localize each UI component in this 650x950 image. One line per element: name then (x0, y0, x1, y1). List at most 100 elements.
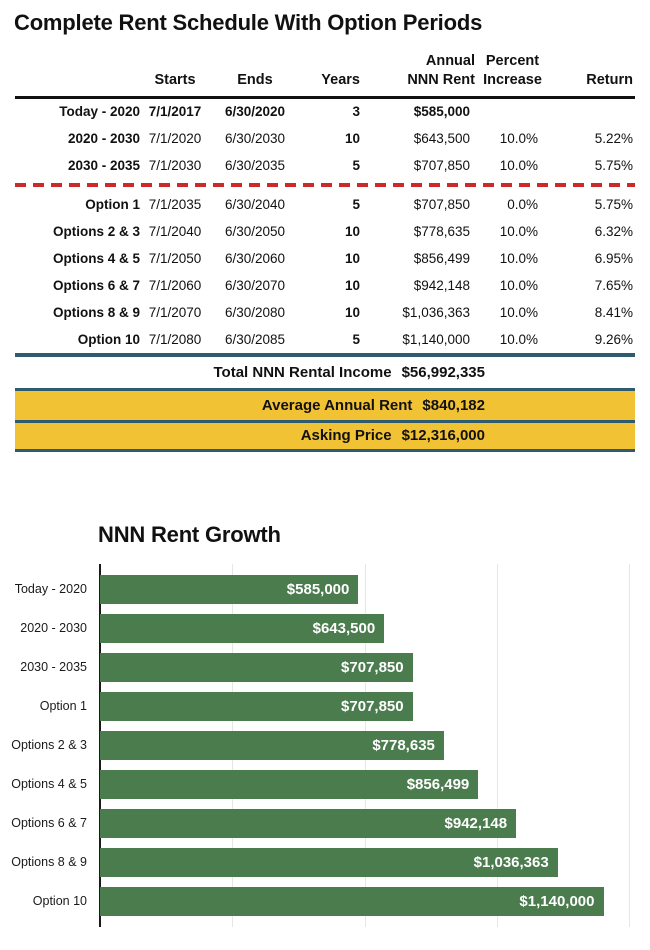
chart-row: Options 8 & 9 $1,036,363 (0, 843, 630, 882)
category-label: Options 8 & 9 (11, 855, 87, 869)
gridline (496, 563, 498, 927)
table-row: Option 1 7/1/2035 6/30/2040 5 $707,850 0.0% 5.… (15, 191, 635, 218)
cell-period: Today - 2020 (59, 104, 140, 120)
cell-starts: 7/1/2060 (148, 277, 202, 293)
cell-years: 10 (344, 277, 360, 293)
category-label: 2020 - 2030 (20, 621, 87, 635)
cell-years: 10 (344, 304, 360, 320)
table-row: 2020 - 2030 7/1/2020 6/30/2030 10 $643,500 10… (15, 125, 635, 152)
cell-period: Option 1 (85, 196, 140, 212)
bar-area: $585,000 (100, 574, 630, 604)
cell-period: 2020 - 2030 (67, 130, 140, 146)
cell-rent: $707,850 (413, 196, 470, 212)
cell-rent: $585,000 (413, 104, 470, 120)
cell-starts: 7/1/2080 (148, 331, 202, 347)
total-label: Total NNN Rental Income (213, 363, 392, 381)
cell-period: Options 8 & 9 (52, 304, 140, 320)
header-years: Years (321, 72, 360, 88)
cell-pct (475, 98, 550, 125)
bar-area: $942,148 (100, 808, 630, 838)
option-divider-dashed-line (15, 182, 635, 187)
cell-starts: 7/1/2040 (148, 223, 202, 239)
bar: $942,148 (100, 808, 517, 838)
cell-ret: 5.75% (594, 157, 633, 173)
cell-ends: 6/30/2040 (224, 196, 286, 212)
cell-pct: 10.0% (499, 250, 538, 266)
bar-area: $707,850 (100, 691, 630, 721)
highlight-bands: Average Annual Rent $840,182 Asking Pric… (15, 387, 635, 452)
cell-rent: $707,850 (413, 157, 470, 173)
chart-row: 2030 - 2035 $707,850 (0, 648, 630, 687)
cell-ends: 6/30/2030 (224, 130, 286, 146)
cell-ends: 6/30/2060 (224, 250, 286, 266)
cell-rent: $1,036,363 (402, 304, 470, 320)
bar: $1,140,000 (100, 886, 604, 916)
header-percent-increase: Percent Increase (483, 53, 542, 88)
header-period (15, 50, 140, 98)
cell-pct: 10.0% (499, 304, 538, 320)
bar: $707,850 (100, 691, 413, 721)
chart-row: Option 1 $707,850 (0, 687, 630, 726)
bar-area: $778,635 (100, 730, 630, 760)
cell-period: Options 2 & 3 (52, 223, 140, 239)
bar: $778,635 (100, 730, 444, 760)
cell-years: 10 (344, 130, 360, 146)
chart-title: NNN Rent Growth (98, 521, 281, 547)
bar-area: $707,850 (100, 652, 630, 682)
bar-value-label: $778,635 (372, 736, 435, 754)
cell-ret: 6.95% (594, 250, 633, 266)
category-label: Options 4 & 5 (11, 777, 87, 791)
bar: $643,500 (100, 613, 385, 643)
chart-row: Options 4 & 5 $856,499 (0, 765, 630, 804)
table-row: Today - 2020 7/1/2017 6/30/2020 3 $585,000 (15, 98, 635, 125)
gridline (629, 563, 630, 927)
average-value: $840,182 (422, 396, 485, 414)
cell-years: 10 (344, 250, 360, 266)
category-label: Today - 2020 (14, 582, 87, 596)
category-label: Options 2 & 3 (11, 738, 87, 752)
cell-period: Option 10 (77, 331, 140, 347)
chart-row: Options 6 & 7 $942,148 (0, 804, 630, 843)
header-ends: Ends (237, 72, 273, 88)
category-label: 2030 - 2035 (20, 660, 87, 674)
bar-value-label: $707,850 (341, 658, 404, 676)
cell-years: 5 (352, 196, 360, 212)
cell-period: Options 4 & 5 (52, 250, 140, 266)
cell-pct: 10.0% (499, 223, 538, 239)
report-page: Complete Rent Schedule With Option Perio… (0, 8, 650, 927)
page-title: Complete Rent Schedule With Option Perio… (14, 10, 483, 35)
header-starts: Starts (154, 72, 196, 88)
cell-years: 5 (352, 331, 360, 347)
cell-ends: 6/30/2020 (224, 104, 286, 120)
cell-period: Options 6 & 7 (52, 277, 140, 293)
header-annual-nnn-rent: Annual NNN Rent (407, 53, 475, 88)
table-row: 2030 - 2035 7/1/2030 6/30/2035 5 $707,850 10.… (15, 152, 635, 179)
cell-starts: 7/1/2030 (148, 157, 202, 173)
option-rows: Option 1 7/1/2035 6/30/2040 5 $707,850 0.0% 5.… (15, 191, 635, 353)
bar-value-label: $707,850 (341, 697, 404, 715)
cell-pct: 0.0% (507, 196, 538, 212)
bar-area: $643,500 (100, 613, 630, 643)
cell-ends: 6/30/2070 (224, 277, 286, 293)
bar-area: $1,140,000 (100, 886, 630, 916)
cell-starts: 7/1/2070 (148, 304, 202, 320)
category-label: Options 6 & 7 (11, 816, 87, 830)
asking-label: Asking Price (300, 427, 392, 444)
bar-value-label: $1,140,000 (519, 892, 595, 910)
cell-pct: 10.0% (499, 277, 538, 293)
chart-section: NNN Rent Growth Today - 2020 $585,000 2020… (0, 522, 650, 927)
bar-value-label: $1,036,363 (473, 853, 549, 871)
bar-chart: Today - 2020 $585,000 2020 - 2030 $643,500 2… (0, 563, 630, 927)
cell-ends: 6/30/2085 (224, 331, 286, 347)
cell-years: 10 (344, 223, 360, 239)
bar-area: $856,499 (100, 769, 630, 799)
asking-value: $12,316,000 (401, 427, 485, 444)
initial-rows: Today - 2020 7/1/2017 6/30/2020 3 $585,000 20… (15, 98, 635, 179)
chart-row: Today - 2020 $585,000 (0, 570, 630, 609)
table-row: Options 4 & 5 7/1/2050 6/30/2060 10 $856,499… (15, 245, 635, 272)
asking-price-row: Asking Price $12,316,000 (15, 419, 635, 449)
cell-ends: 6/30/2035 (224, 157, 286, 173)
cell-rent: $856,499 (413, 250, 470, 266)
bar-value-label: $942,148 (444, 814, 508, 832)
rent-schedule-table-options: Option 1 7/1/2035 6/30/2040 5 $707,850 0.0% 5.… (15, 191, 635, 353)
